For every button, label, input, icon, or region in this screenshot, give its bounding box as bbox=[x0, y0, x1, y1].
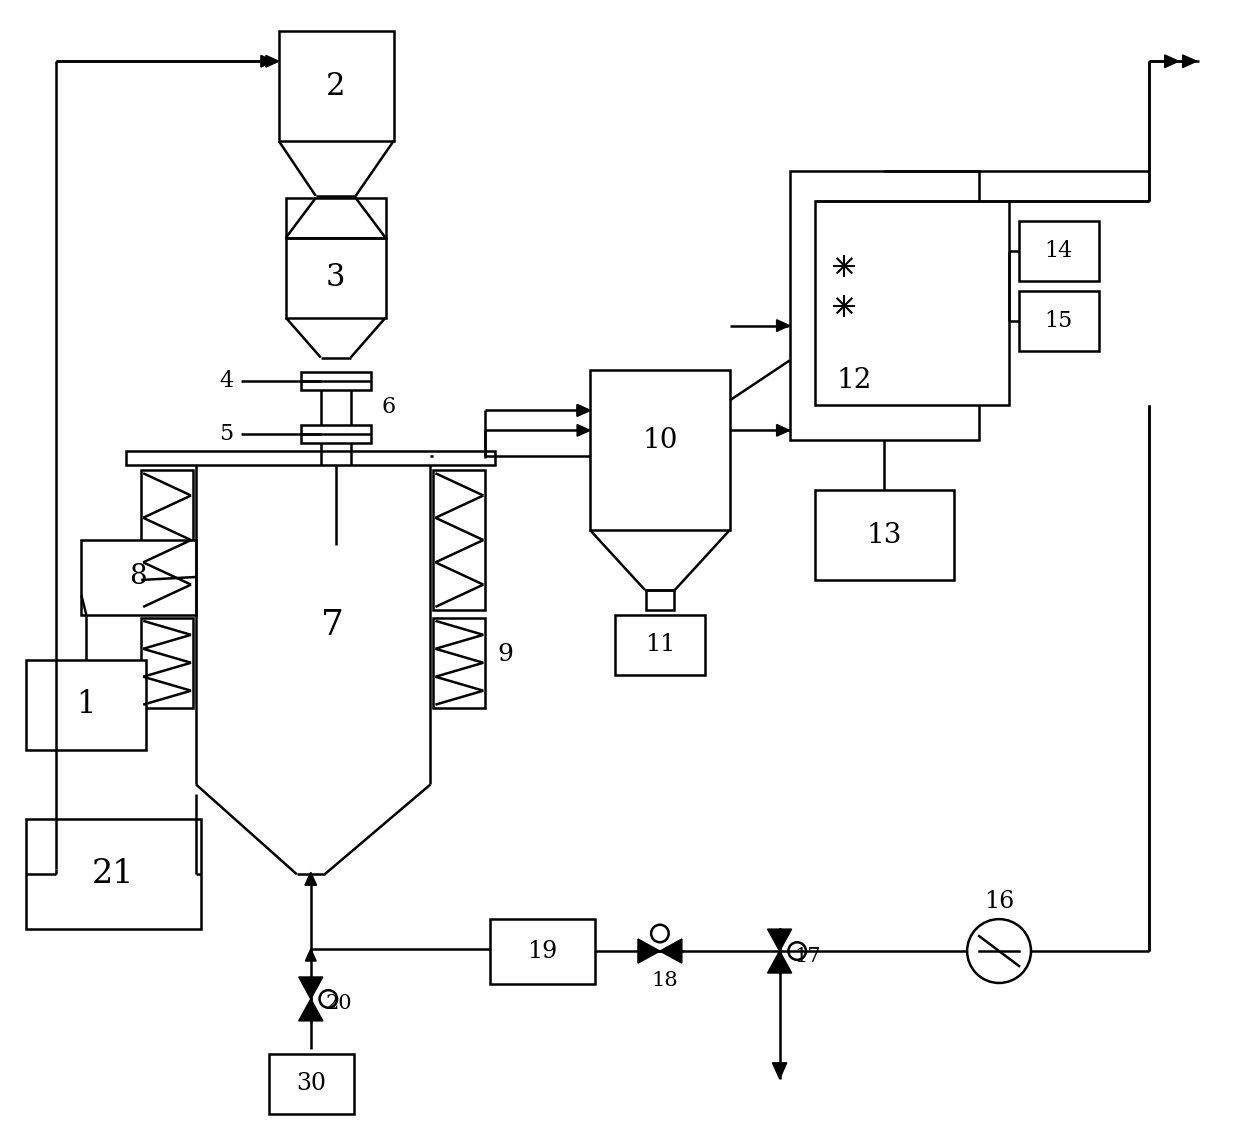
Bar bbox=[815, 490, 954, 580]
Text: 19: 19 bbox=[527, 940, 557, 962]
Text: 30: 30 bbox=[296, 1072, 326, 1096]
Text: 17: 17 bbox=[795, 946, 821, 966]
Bar bbox=[301, 372, 371, 391]
Bar bbox=[82, 540, 196, 615]
Bar bbox=[615, 615, 704, 675]
Text: 14: 14 bbox=[1045, 240, 1073, 261]
Bar bbox=[279, 32, 393, 142]
Polygon shape bbox=[773, 1063, 787, 1079]
Bar bbox=[790, 171, 980, 440]
Text: 3: 3 bbox=[326, 263, 346, 293]
Bar bbox=[26, 820, 201, 929]
Text: 13: 13 bbox=[867, 522, 901, 549]
Text: 20: 20 bbox=[325, 994, 352, 1013]
Polygon shape bbox=[299, 998, 322, 1021]
Text: 18: 18 bbox=[651, 971, 678, 990]
Text: 11: 11 bbox=[645, 633, 675, 657]
Bar bbox=[126, 452, 495, 465]
Text: 15: 15 bbox=[1045, 310, 1073, 332]
Bar bbox=[1019, 221, 1099, 281]
Bar bbox=[590, 370, 729, 530]
Polygon shape bbox=[768, 929, 791, 951]
Text: 10: 10 bbox=[642, 427, 677, 454]
Polygon shape bbox=[490, 943, 503, 955]
Bar bbox=[434, 470, 485, 610]
Text: 2: 2 bbox=[326, 70, 346, 102]
Bar bbox=[301, 426, 371, 444]
Bar bbox=[286, 238, 386, 318]
Polygon shape bbox=[637, 938, 660, 963]
Text: 7: 7 bbox=[321, 608, 345, 642]
Bar bbox=[434, 618, 485, 708]
Bar bbox=[269, 1054, 353, 1114]
Text: 5: 5 bbox=[219, 423, 233, 445]
Polygon shape bbox=[776, 424, 790, 436]
Text: 4: 4 bbox=[219, 370, 233, 393]
Polygon shape bbox=[265, 55, 279, 67]
Polygon shape bbox=[299, 977, 322, 998]
Text: 8: 8 bbox=[129, 564, 148, 591]
Polygon shape bbox=[577, 424, 590, 436]
Polygon shape bbox=[260, 55, 274, 67]
Text: 16: 16 bbox=[985, 890, 1014, 912]
Polygon shape bbox=[776, 319, 790, 332]
Polygon shape bbox=[305, 949, 316, 961]
Polygon shape bbox=[1183, 55, 1197, 68]
Polygon shape bbox=[1164, 55, 1179, 68]
Text: 9: 9 bbox=[497, 643, 513, 667]
Text: 6: 6 bbox=[382, 396, 396, 419]
Polygon shape bbox=[305, 873, 316, 885]
Bar bbox=[490, 919, 595, 984]
Bar bbox=[141, 470, 193, 610]
Polygon shape bbox=[660, 938, 682, 963]
Polygon shape bbox=[577, 404, 590, 417]
Bar bbox=[1019, 291, 1099, 351]
Bar bbox=[141, 618, 193, 708]
Bar bbox=[286, 198, 386, 238]
Bar bbox=[815, 200, 1009, 405]
Bar bbox=[646, 590, 673, 610]
Polygon shape bbox=[768, 951, 791, 974]
Polygon shape bbox=[577, 404, 590, 417]
Bar bbox=[26, 660, 146, 749]
Text: 12: 12 bbox=[837, 367, 872, 394]
Text: 21: 21 bbox=[92, 858, 134, 890]
Text: 1: 1 bbox=[77, 689, 95, 720]
